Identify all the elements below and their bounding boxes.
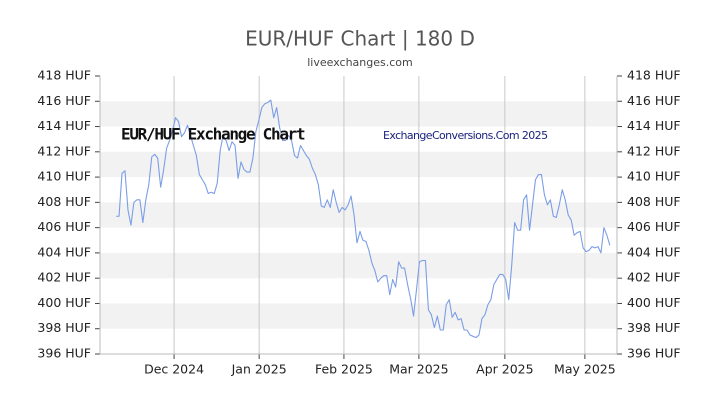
y-tick-label: 400 HUF [627, 295, 681, 310]
line [116, 99, 611, 339]
y-tick-label: 416 HUF [37, 93, 91, 108]
y-tick-label: 414 HUF [37, 118, 91, 133]
chart-title: EUR/HUF Chart | 180 D [245, 27, 475, 51]
y-tick-label: 418 HUF [627, 68, 681, 83]
grid-band [100, 101, 617, 127]
y-tick-label: 404 HUF [37, 244, 91, 259]
watermark: EUR/HUF Exchange Chart [121, 125, 305, 144]
y-tick-label: 404 HUF [627, 244, 681, 259]
x-tick-label: Apr 2025 [476, 362, 533, 377]
y-tick-label: 410 HUF [37, 169, 91, 184]
grid-band [100, 252, 617, 279]
x-tick-label: Feb 2025 [315, 362, 373, 377]
plot [116, 99, 611, 339]
grid-band [100, 151, 617, 178]
y-tick-label: 408 HUF [627, 194, 681, 209]
y-tick-label: 414 HUF [627, 118, 681, 133]
grid-band [100, 202, 617, 228]
chart-subtitle: liveexchanges.com [307, 56, 412, 69]
y-tick-label: 400 HUF [37, 295, 91, 310]
y-tick-label: 396 HUF [627, 346, 681, 361]
x-tick-label: May 2025 [554, 362, 616, 377]
grid-band [100, 303, 617, 329]
y-tick-label: 418 HUF [37, 68, 91, 83]
y-tick-label: 412 HUF [627, 143, 681, 158]
y-tick-label: 412 HUF [37, 143, 91, 158]
y-tick-label: 406 HUF [627, 219, 681, 234]
x-tick-label: Jan 2025 [231, 362, 287, 377]
y-tick-label: 398 HUF [37, 320, 91, 335]
y-tick-label: 416 HUF [627, 93, 681, 108]
watermark: ExchangeConversions.Com 2025 [383, 129, 548, 142]
y-tick-label: 396 HUF [37, 346, 91, 361]
grid: 396 HUF 396 HUF 398 HUF 398 HUF 400 HUF 400 H… [37, 68, 680, 377]
y-tick-label: 406 HUF [37, 219, 91, 234]
x-tick-label: Mar 2025 [389, 362, 448, 377]
y-tick-label: 410 HUF [627, 169, 681, 184]
y-tick-label: 402 HUF [37, 270, 91, 285]
plot-background [100, 101, 617, 329]
y-tick-label: 398 HUF [627, 320, 681, 335]
y-tick-label: 408 HUF [37, 194, 91, 209]
y-tick-label: 402 HUF [627, 270, 681, 285]
x-tick-label: Dec 2024 [144, 362, 204, 377]
